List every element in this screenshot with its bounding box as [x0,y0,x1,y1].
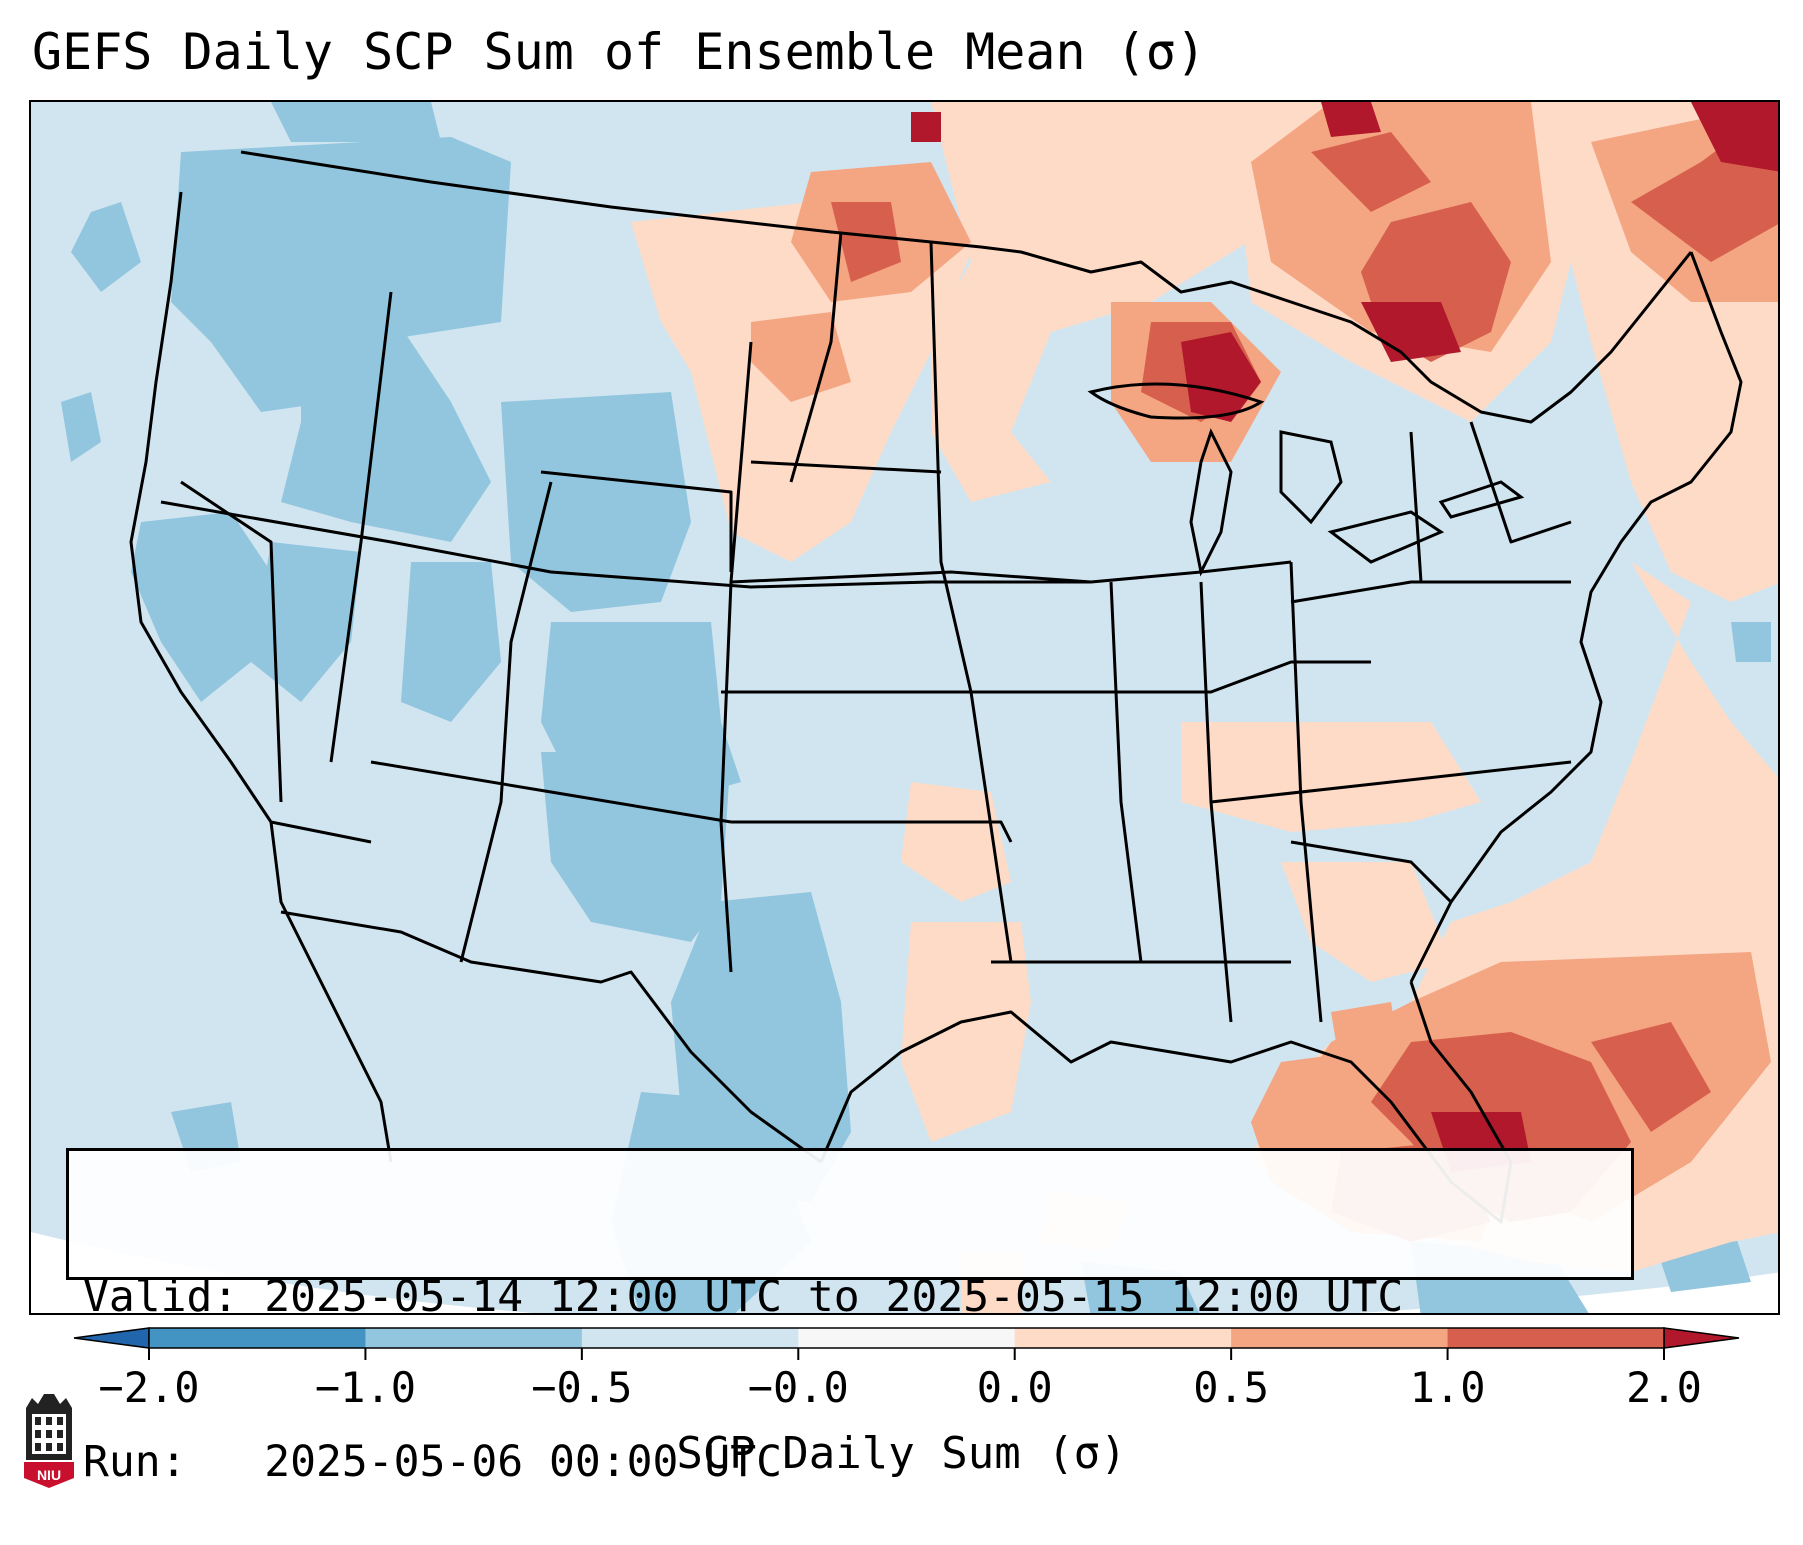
colorbar-tick-label: −1.0 [314,1363,416,1412]
colorbar-tick-label: 1.0 [1409,1363,1486,1412]
colorbar [73,1327,1740,1360]
negative-anomaly-regions [61,102,1771,1313]
colorbar-label: SCP Daily Sum (σ) [676,1428,1127,1479]
boundaries [129,150,1743,1224]
colorbar-tick-label: −2.0 [98,1363,200,1412]
svg-text:NIU: NIU [37,1467,61,1483]
niu-logo: NIU [24,1394,74,1488]
valid-time-line: Valid: 2025-05-14 12:00 UTC to 2025-05-1… [83,1270,1617,1325]
colorbar-tick-label: 0.0 [976,1363,1053,1412]
colorbar-segment [149,1328,366,1348]
colorbar-under-extension [73,1327,150,1349]
colorbar-segment [365,1328,583,1348]
colorbar-tick-label: −0.0 [747,1363,849,1412]
run-time: 2025-05-06 00:00 UTC [264,1437,782,1487]
colorbar-ticks [148,1348,1665,1360]
colorbar-outline [148,1327,1665,1349]
colorbar-segments [73,1327,1740,1349]
anomaly-map [31,102,1778,1313]
logo-shield [24,1462,74,1488]
colorbar-tick-label: 0.5 [1193,1363,1270,1412]
colorbar-segment [798,1328,1016,1348]
page-title: GEFS Daily SCP Sum of Ensemble Mean (σ) [32,23,1206,81]
run-time-line: Run: 2025-05-06 00:00 UTC [83,1435,1617,1490]
colorbar-segment [581,1328,799,1348]
projection-edge [31,1232,1778,1313]
colorbar-segment [1231,1328,1449,1348]
map-panel [29,100,1780,1315]
valid-run-info-box: Valid: 2025-05-14 12:00 UTC to 2025-05-1… [66,1148,1634,1487]
colorbar-tick-label: 2.0 [1626,1363,1702,1412]
great-lakes [1087,382,1525,577]
colorbar-over-extension [1663,1327,1740,1349]
colorbar-tick-label: −0.5 [531,1363,633,1412]
valid-label: Valid: [83,1272,239,1322]
run-label: Run: [83,1437,187,1487]
colorbar-segment [1014,1328,1232,1348]
colorbar-segment [1447,1328,1665,1348]
valid-time: 2025-05-14 12:00 UTC to 2025-05-15 12:00… [264,1272,1404,1322]
